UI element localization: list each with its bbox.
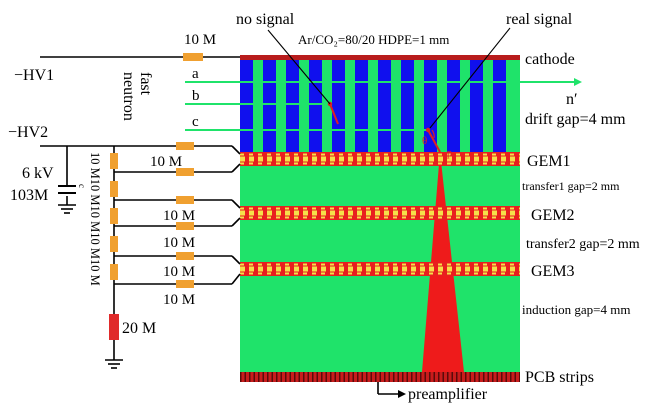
resistor-divider-4 [110, 236, 118, 252]
resistor-gem1-top [176, 142, 194, 150]
resistor-divider-3 [110, 208, 118, 224]
resistor-divider-5 [110, 264, 118, 280]
gem1-label: GEM1 [527, 153, 571, 170]
gem3-foil [240, 262, 520, 276]
resistor-divider-2 [110, 181, 118, 197]
voltage-label: 6 kV [22, 165, 54, 182]
capacitor-letter-label: c [77, 184, 87, 188]
preamp-arrowhead [398, 390, 406, 398]
fast-neutron-label-1: fast [137, 72, 154, 96]
no-signal-label: no signal [236, 11, 295, 28]
pcb-strips [240, 372, 520, 382]
r-bottom-label: 20 M [122, 320, 156, 337]
cap-resistor-label: 103M [10, 187, 48, 204]
resistor-gem2-top [176, 196, 194, 204]
track-c-label: c [192, 114, 199, 130]
gem3-label: GEM3 [531, 263, 575, 280]
resistor-gem3-bottom [176, 280, 194, 288]
r-gem2b-label: 10 M [163, 235, 195, 251]
drift-gap-label: drift gap=4 mm [525, 111, 626, 128]
gas-mix-label: Ar/CO₂=80/20 HDPE=1 mm [298, 32, 449, 47]
r-gem3-label: 10 M [163, 264, 195, 280]
r-gem2-label: 10 M [163, 208, 195, 224]
resistor-top-label: 10 M [184, 32, 216, 48]
cathode-plate [240, 55, 520, 60]
ground-symbol-capacitor [58, 204, 76, 214]
resistor-gem1-bottom [176, 168, 194, 176]
hv2-label: −HV2 [8, 124, 48, 141]
resistor-divider-1 [110, 153, 118, 169]
recoil-label: p [447, 148, 452, 159]
gem2-label: GEM2 [531, 207, 575, 224]
pcb-label: PCB strips [525, 369, 594, 386]
transfer2-label: transfer2 gap=2 mm [526, 237, 640, 252]
gem2-foil [240, 206, 520, 220]
neutron-tracks [185, 81, 580, 131]
resistors [110, 53, 203, 288]
gem1-foil [240, 152, 520, 166]
cathode-label: cathode [525, 51, 575, 68]
capacitor [58, 185, 76, 194]
theta-label: θ [422, 135, 427, 147]
hv1-label: −HV1 [14, 67, 54, 84]
resistor-gem2-bottom [176, 222, 194, 230]
fast-neutron-label-2: neutron [120, 72, 137, 121]
ground-symbol-divider [105, 359, 123, 369]
r-gem3b-label: 10 M [163, 292, 195, 308]
track-a-label: a [192, 66, 199, 82]
n-prime-arrowhead [574, 78, 582, 86]
resistor-hv1 [183, 53, 203, 61]
preamplifier-label: preamplifier [408, 386, 488, 403]
n-prime-label: n′ [566, 91, 578, 108]
r-gem1-label: 10 M [150, 154, 182, 170]
induction-label: induction gap=4 mm [522, 302, 630, 317]
resistor-20m [109, 314, 119, 340]
track-b-label: b [192, 88, 200, 104]
real-signal-label: real signal [506, 11, 573, 28]
divider-chain-label: 10 M10 M10 M10 M10 M [88, 152, 102, 286]
recoil-tracks [329, 103, 441, 153]
label-pointers [267, 27, 511, 129]
resistor-gem3-top [176, 252, 194, 260]
transfer1-label: transfer1 gap=2 mm [522, 179, 620, 193]
